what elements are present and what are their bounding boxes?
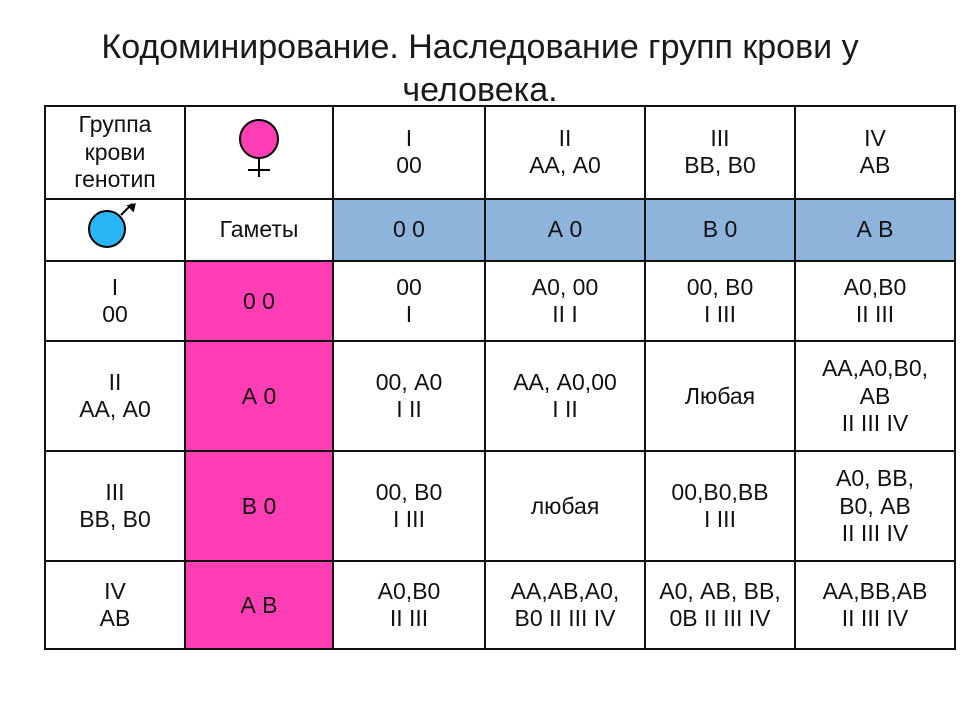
cell-2-3: Любая (645, 341, 795, 451)
cell-3-2-text: любая (531, 493, 600, 519)
col-header-1: I 00 (333, 106, 485, 199)
female-gamete-2: А 0 (485, 199, 645, 262)
data-row-3: III ВВ, В0 В 0 00, В0 I III любая 00,В0,… (45, 451, 955, 561)
cell-3-4-text: А0, ВВ, В0, АВ II III IV (836, 465, 914, 546)
fg1-text: 0 0 (393, 216, 425, 242)
col-header-4-text: IV АВ (860, 125, 891, 179)
col-header-2: II АА, А0 (485, 106, 645, 199)
cell-1-4-text: А0,В0 II III (844, 274, 907, 328)
cell-4-1-text: А0,В0 II III (378, 578, 441, 632)
row3-gamete: В 0 (185, 451, 333, 561)
row2-label-text: II АА, А0 (79, 369, 151, 423)
cell-3-1: 00, В0 I III (333, 451, 485, 561)
fg2-text: А 0 (548, 216, 583, 242)
cell-2-4: АА,А0,В0, АВ II III IV (795, 341, 955, 451)
cell-2-4-text: АА,А0,В0, АВ II III IV (822, 355, 928, 436)
cell-2-3-text: Любая (685, 383, 755, 409)
cell-4-3-text: А0, АВ, ВВ, 0В II III IV (659, 578, 780, 632)
inheritance-table: Группа крови генотип I 00 II АА, А0 III … (44, 105, 956, 650)
fg3-text: В 0 (703, 216, 738, 242)
male-icon (88, 204, 142, 250)
cell-2-2-text: АА, А0,00 I II (513, 369, 617, 423)
col-header-2-text: II АА, А0 (529, 125, 601, 179)
data-row-2: II АА, А0 А 0 00, А0 I II АА, А0,00 I II… (45, 341, 955, 451)
row3-label: III ВВ, В0 (45, 451, 185, 561)
row3-label-text: III ВВ, В0 (79, 479, 151, 533)
row4-label-text: IV АВ (100, 578, 131, 632)
row4-label: IV АВ (45, 561, 185, 649)
gametes-row: Гаметы 0 0 А 0 В 0 А В (45, 199, 955, 262)
cell-1-4: А0,В0 II III (795, 261, 955, 341)
female-gamete-3: В 0 (645, 199, 795, 262)
cell-2-1-text: 00, А0 I II (376, 369, 443, 423)
female-symbol-cell (185, 106, 333, 199)
female-gamete-1: 0 0 (333, 199, 485, 262)
cell-2-2: АА, А0,00 I II (485, 341, 645, 451)
page-title: Кодоминирование. Наследование групп кров… (0, 0, 960, 111)
row2-gamete: А 0 (185, 341, 333, 451)
gametes-label: Гаметы (185, 199, 333, 262)
fg4-text: А В (856, 216, 893, 242)
male-symbol-cell (45, 199, 185, 262)
cell-1-2: А0, 00 II I (485, 261, 645, 341)
row2-gamete-text: А 0 (242, 383, 277, 409)
row1-label: I 00 (45, 261, 185, 341)
row1-gamete: 0 0 (185, 261, 333, 341)
cell-1-1: 00 I (333, 261, 485, 341)
row1-label-text: I 00 (102, 274, 128, 328)
cell-2-1: 00, А0 I II (333, 341, 485, 451)
cell-3-4: А0, ВВ, В0, АВ II III IV (795, 451, 955, 561)
cell-1-3: 00, В0 I III (645, 261, 795, 341)
row4-gamete-text: А В (240, 592, 277, 618)
cell-4-2: АА,АВ,А0, В0 II III IV (485, 561, 645, 649)
gametes-label-text: Гаметы (220, 216, 299, 242)
cell-1-2-text: А0, 00 II I (532, 274, 599, 328)
col-header-3-text: III ВВ, В0 (684, 125, 756, 179)
cell-1-1-text: 00 I (396, 274, 422, 328)
corner-text: Группа крови генотип (74, 111, 156, 192)
header-row: Группа крови генотип I 00 II АА, А0 III … (45, 106, 955, 199)
cell-4-4-text: АА,ВВ,АВ II III IV (823, 578, 928, 632)
cell-3-3-text: 00,В0,ВВ I III (671, 479, 768, 533)
row2-label: II АА, А0 (45, 341, 185, 451)
corner-label: Группа крови генотип (45, 106, 185, 199)
cell-1-3-text: 00, В0 I III (687, 274, 754, 328)
data-row-4: IV АВ А В А0,В0 II III АА,АВ,А0, В0 II I… (45, 561, 955, 649)
cell-3-3: 00,В0,ВВ I III (645, 451, 795, 561)
cell-4-2-text: АА,АВ,А0, В0 II III IV (511, 578, 620, 632)
col-header-1-text: I 00 (396, 125, 422, 179)
cell-4-3: А0, АВ, ВВ, 0В II III IV (645, 561, 795, 649)
col-header-4: IV АВ (795, 106, 955, 199)
data-row-1: I 00 0 0 00 I А0, 00 II I 00, В0 I III А… (45, 261, 955, 341)
cell-4-1: А0,В0 II III (333, 561, 485, 649)
row3-gamete-text: В 0 (242, 493, 277, 519)
female-icon (236, 119, 282, 179)
cell-3-1-text: 00, В0 I III (376, 479, 443, 533)
female-gamete-4: А В (795, 199, 955, 262)
cell-4-4: АА,ВВ,АВ II III IV (795, 561, 955, 649)
row1-gamete-text: 0 0 (243, 288, 275, 314)
row4-gamete: А В (185, 561, 333, 649)
cell-3-2: любая (485, 451, 645, 561)
col-header-3: III ВВ, В0 (645, 106, 795, 199)
